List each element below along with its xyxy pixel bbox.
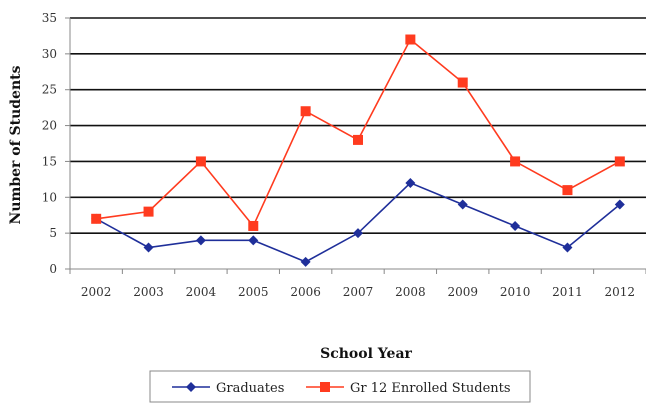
y-tick-labels: 0 5 10 15 20 25 30 35 xyxy=(42,11,57,276)
x-tick-label: 2008 xyxy=(395,285,426,299)
data-point-diamond xyxy=(457,199,468,210)
data-point-square xyxy=(457,77,468,88)
legend-marker-square xyxy=(320,382,330,392)
data-point-square xyxy=(195,156,206,167)
y-tick-label: 5 xyxy=(49,226,57,240)
x-tick-labels: 2002 2003 2004 2005 2006 2007 2008 2009 2010 2011… xyxy=(81,285,635,299)
x-axis-title: School Year xyxy=(320,346,412,362)
x-tick-label: 2010 xyxy=(500,285,531,299)
x-tick-label: 2005 xyxy=(238,285,269,299)
axes xyxy=(65,17,646,274)
legend-item-enrolled: Gr 12 Enrolled Students xyxy=(306,381,511,396)
x-tick-label: 2009 xyxy=(447,285,478,299)
data-point-diamond xyxy=(248,235,259,246)
data-point-diamond xyxy=(510,220,521,231)
y-tick-label: 15 xyxy=(42,154,57,168)
y-tick-label: 20 xyxy=(42,119,57,133)
y-tick-label: 35 xyxy=(42,11,57,25)
legend-marker-diamond xyxy=(186,382,196,392)
data-point-diamond xyxy=(562,242,573,253)
y-tick-label: 10 xyxy=(42,190,57,204)
y-tick-label: 30 xyxy=(42,47,57,61)
data-point-square xyxy=(405,34,416,45)
x-tick-label: 2003 xyxy=(133,285,164,299)
data-point-diamond xyxy=(614,199,625,210)
data-point-diamond xyxy=(143,242,154,253)
legend: Graduates Gr 12 Enrolled Students xyxy=(149,370,531,403)
data-point-diamond xyxy=(195,235,206,246)
series-graduates xyxy=(91,177,625,267)
data-point-square xyxy=(562,185,573,196)
x-tick-label: 2007 xyxy=(343,285,374,299)
data-point-square xyxy=(300,106,311,117)
gridlines xyxy=(70,17,646,234)
data-point-square xyxy=(143,206,154,217)
x-tick-label: 2006 xyxy=(290,285,321,299)
x-tick-label: 2004 xyxy=(186,285,217,299)
x-tick-label: 2002 xyxy=(81,285,112,299)
y-tick-label: 25 xyxy=(42,83,57,97)
data-point-square xyxy=(248,220,259,231)
legend-label: Graduates xyxy=(216,381,284,396)
data-point-diamond xyxy=(300,256,311,267)
data-point-square xyxy=(614,156,625,167)
data-point-diamond xyxy=(405,177,416,188)
series-enrolled xyxy=(91,34,625,231)
data-series xyxy=(91,34,625,267)
legend-item-graduates: Graduates xyxy=(172,381,284,396)
data-point-square xyxy=(91,213,102,224)
y-tick-label: 0 xyxy=(49,262,57,276)
data-point-square xyxy=(353,134,363,145)
data-point-square xyxy=(510,156,521,167)
legend-label: Gr 12 Enrolled Students xyxy=(350,381,511,396)
x-tick-label: 2012 xyxy=(605,285,636,299)
x-tick-label: 2011 xyxy=(552,285,583,299)
series-line xyxy=(95,182,621,263)
data-point-diamond xyxy=(353,228,363,239)
y-axis-title: Number of Students xyxy=(8,65,24,224)
